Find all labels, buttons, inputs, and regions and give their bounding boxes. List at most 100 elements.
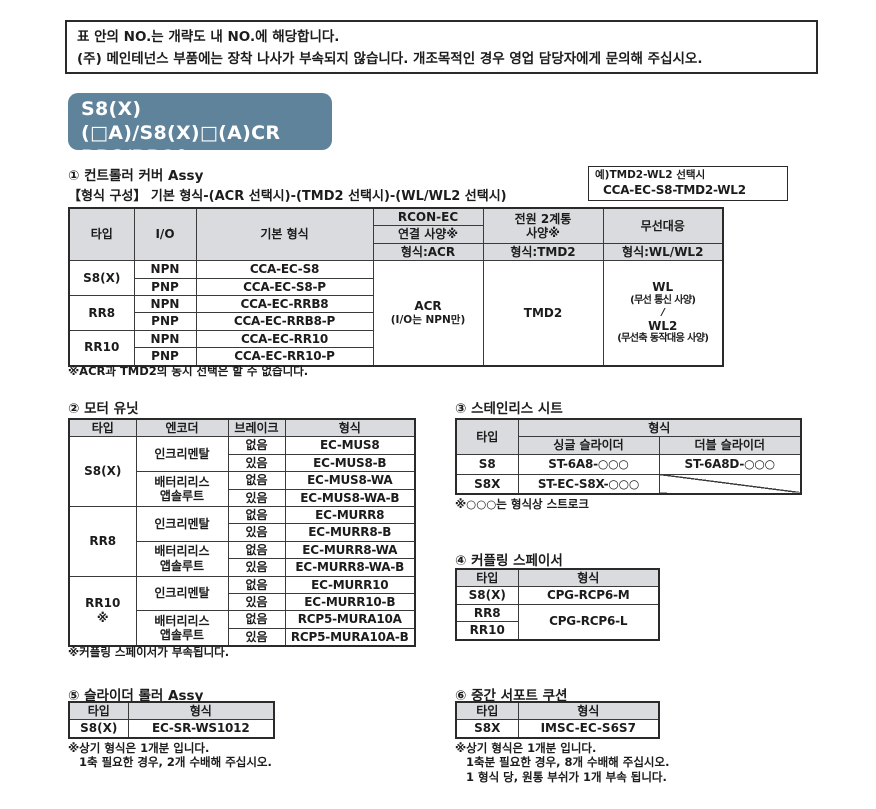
acr-note: (I/O는 NPN만) <box>390 313 466 326</box>
header-model: 형식 <box>517 568 660 588</box>
notice-box: 표 안의 NO.는 개략도 내 NO.에 해당합니다. (주) 메인테넌스 부품… <box>65 20 818 74</box>
format-value: 기본 형식-(ACR 선택시)-(TMD2 선택시)-(WL/WL2 선택시) <box>150 189 507 204</box>
section-4-title: ④ 커플링 스페이서 <box>455 553 563 569</box>
acr-name: ACR <box>414 299 442 314</box>
section-6-title: ⑥ 중간 서포트 쿠션 <box>455 688 568 704</box>
model-cell: ST-6A8D-○○○ <box>658 453 802 475</box>
section-3-title: ③ 스테인리스 시트 <box>455 401 563 417</box>
model-cell: ST-6A8-○○○ <box>517 453 660 475</box>
brake-cell: 있음 <box>227 453 286 473</box>
header-io: I/O <box>133 207 197 262</box>
not-applicable-cell <box>658 473 802 495</box>
type-cell: RR8 <box>68 505 137 577</box>
model-cell: EC-MUS8-B <box>284 453 416 473</box>
slider-roller-table: 타입 형식 S8(X) EC-SR-WS1012 <box>68 701 275 739</box>
encoder-cell: 배터리리스 앱솔루트 <box>135 610 229 647</box>
section-6-footnote: ※상기 형식은 1개분 입니다. 1축분 필요한 경우, 8개 수배해 주십시오… <box>455 741 669 784</box>
footnote-line: ※상기 형식은 1개분 입니다. <box>68 741 210 755</box>
type-cell: RR8 <box>455 603 519 623</box>
model-cell: EC-MUS8-WA-B <box>284 488 416 507</box>
brake-cell: 없음 <box>227 610 286 629</box>
model-cell: EC-MURR8-WA <box>284 540 416 560</box>
section-3-footnote: ※○○○는 형식상 스트로크 <box>455 497 589 511</box>
brake-cell: 있음 <box>227 627 286 647</box>
model-cell: EC-MURR10 <box>284 575 416 594</box>
brake-cell: 있음 <box>227 523 286 542</box>
section-5-title: ⑤ 슬라이더 롤러 Assy <box>68 688 204 704</box>
example-model: CCA-EC-S8-TMD2-WL2 <box>603 182 746 197</box>
model-cell: CCA-EC-RR10 <box>195 329 374 349</box>
section-2-footnote: ※커플링 스페이서가 부속됩니다. <box>68 645 230 659</box>
header-type: 타입 <box>455 568 519 588</box>
brake-cell: 있음 <box>227 488 286 507</box>
slash-divider: / <box>661 306 665 318</box>
type-cell: S8X <box>455 473 519 495</box>
model-format-line: 【형식 구성】 기본 형식-(ACR 선택시)-(TMD2 선택시)-(WL/W… <box>68 185 507 204</box>
stainless-sheet-table: 타입 형식 싱글 슬라이더 더블 슬라이더 S8 ST-6A8-○○○ ST-6… <box>455 418 802 496</box>
brake-cell: 없음 <box>227 575 286 594</box>
type-cell: S8(X) <box>68 260 135 296</box>
support-cushion-table: 타입 형식 S8X IMSC-EC-S6S7 <box>455 701 660 739</box>
model-cell: RCP5-MURA10A <box>284 610 416 629</box>
header-single-slider: 싱글 슬라이더 <box>517 436 660 455</box>
product-badge-line-1: S8(X)(□A)/S8(X)□(A)CR <box>81 98 281 144</box>
model-cell: EC-MUS8 <box>284 436 416 455</box>
footnote-line: 1축분 필요한 경우, 8개 수배해 주십시오. <box>466 755 670 770</box>
wl-cell: WL (무선 통신 사양) / WL2 (무선축 동작대응 사양) <box>602 260 724 367</box>
brake-cell: 있음 <box>227 558 286 577</box>
brake-cell: 없음 <box>227 505 286 525</box>
header-base-model: 기본 형식 <box>195 207 374 262</box>
model-cell: EC-MURR8-B <box>284 523 416 542</box>
motor-unit-table: 타입 엔코더 브레이크 형식 S8(X) 인크리멘탈 없음 EC-MUS8 있음… <box>68 418 416 648</box>
model-cell: EC-MUS8-WA <box>284 471 416 490</box>
type-cell: S8X <box>455 719 519 739</box>
example-box: 예)TMD2-WL2 선택시 CCA-EC-S8-TMD2-WL2 <box>588 166 788 201</box>
type-cell: RR8 <box>68 294 135 331</box>
motor-unit-table-wrap: 타입 엔코더 브레이크 형식 S8(X) 인크리멘탈 없음 EC-MUS8 있음… <box>68 418 416 648</box>
format-label: 【형식 구성】 <box>68 189 147 204</box>
controller-cover-table: 타입 I/O 기본 형식 RCON-EC 전원 2계통 사양※ 무선대응 연결 … <box>68 207 724 367</box>
wl-name: WL <box>652 280 674 295</box>
footnote-line: 1축 필요한 경우, 2개 수배해 주십시오. <box>79 755 272 770</box>
model-cell: CPG-RCP6-M <box>517 586 660 605</box>
type-cell: RR10 ※ <box>68 575 137 647</box>
acr-cell: ACR (I/O는 NPN만) <box>372 260 484 367</box>
encoder-cell: 배터리리스 앱솔루트 <box>135 471 229 507</box>
controller-cover-table-wrap: 타입 I/O 기본 형식 RCON-EC 전원 2계통 사양※ 무선대응 연결 … <box>68 207 724 367</box>
model-cell: EC-MURR8-WA-B <box>284 558 416 577</box>
io-cell: PNP <box>133 347 197 367</box>
header-model: 형식 <box>517 418 802 438</box>
notice-line-1: 표 안의 NO.는 개략도 내 NO.에 해당합니다. <box>77 29 340 45</box>
slider-roller-table-wrap: 타입 형식 S8(X) EC-SR-WS1012 <box>68 701 275 739</box>
type-cell: RR10 <box>68 329 135 367</box>
section-1-title: ① 컨트롤러 커버 Assy <box>68 168 204 184</box>
brake-cell: 없음 <box>227 471 286 490</box>
header-brake: 브레이크 <box>227 418 286 438</box>
notice-line-2: (주) 메인테넌스 부품에는 장착 나사가 부속되지 않습니다. 개조목적인 경… <box>77 50 703 67</box>
section-5-footnote: ※상기 형식은 1개분 입니다. 1축 필요한 경우, 2개 수배해 주십시오. <box>68 741 272 770</box>
coupling-spacer-table: 타입 형식 S8(X) CPG-RCP6-M RR8 CPG-RCP6-L RR… <box>455 568 660 641</box>
product-badge: S8(X)(□A)/S8(X)□(A)CR RR8/RR10 <box>68 93 332 168</box>
io-cell: NPN <box>133 294 197 314</box>
model-cell: RCP5-MURA10A-B <box>284 627 416 647</box>
io-cell: PNP <box>133 277 197 296</box>
example-caption: 예)TMD2-WL2 선택시 <box>595 169 706 181</box>
wl-note: (무선 통신 사양) <box>630 294 696 306</box>
header-model: 형식 <box>284 418 416 438</box>
model-cell: EC-MURR10-B <box>284 592 416 612</box>
encoder-cell: 배터리리스 앱솔루트 <box>135 540 229 577</box>
support-cushion-table-wrap: 타입 형식 S8X IMSC-EC-S6S7 <box>455 701 660 739</box>
model-cell: CPG-RCP6-L <box>517 603 660 641</box>
header-model: 형식 <box>517 701 660 721</box>
header-rcon-spec: 연결 사양※ <box>372 225 484 244</box>
header-format-wl: 형식:WL/WL2 <box>602 242 724 262</box>
header-double-slider: 더블 슬라이더 <box>658 436 802 455</box>
wl2-name: WL2 <box>648 318 678 333</box>
model-cell: CCA-EC-RR10-P <box>195 347 374 367</box>
io-cell: NPN <box>133 260 197 279</box>
encoder-cell: 인크리멘탈 <box>135 575 229 612</box>
header-wireless: 무선대응 <box>602 207 724 244</box>
header-format-acr: 형식:ACR <box>372 242 484 262</box>
section-2-title: ② 모터 유닛 <box>68 401 139 417</box>
